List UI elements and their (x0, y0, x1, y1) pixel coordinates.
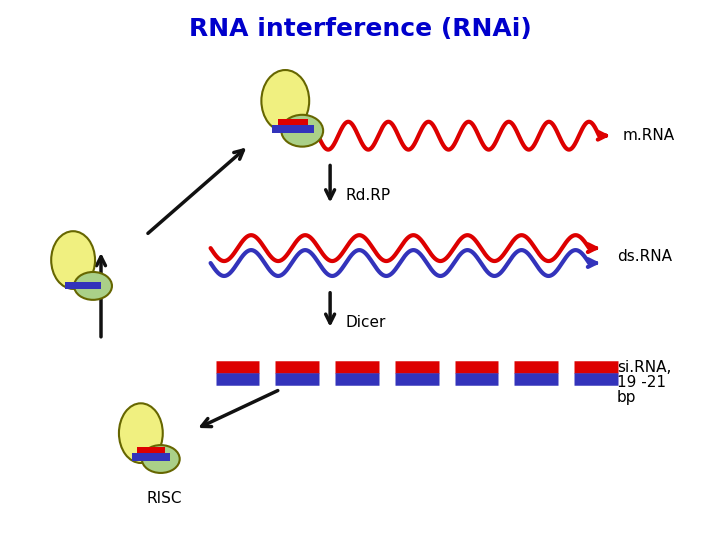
Ellipse shape (74, 272, 112, 300)
Bar (132, 453, 170, 461)
Text: RNA interference (RNAi): RNA interference (RNAi) (189, 17, 531, 41)
Ellipse shape (142, 445, 180, 473)
Ellipse shape (119, 403, 163, 463)
Ellipse shape (282, 115, 323, 147)
Text: Rd.RP: Rd.RP (345, 188, 390, 203)
Text: ds.RNA: ds.RNA (617, 248, 672, 264)
Text: 19 -21: 19 -21 (617, 375, 666, 390)
Text: bp: bp (617, 390, 636, 405)
Bar (279, 119, 308, 125)
Text: si.RNA,: si.RNA, (617, 360, 671, 375)
Ellipse shape (51, 231, 95, 289)
Bar (272, 125, 314, 133)
Text: m.RNA: m.RNA (623, 128, 675, 143)
Bar (137, 447, 165, 453)
Text: Dicer: Dicer (345, 315, 385, 330)
Ellipse shape (261, 70, 309, 132)
Bar (65, 282, 101, 289)
Text: RISC: RISC (146, 491, 181, 507)
